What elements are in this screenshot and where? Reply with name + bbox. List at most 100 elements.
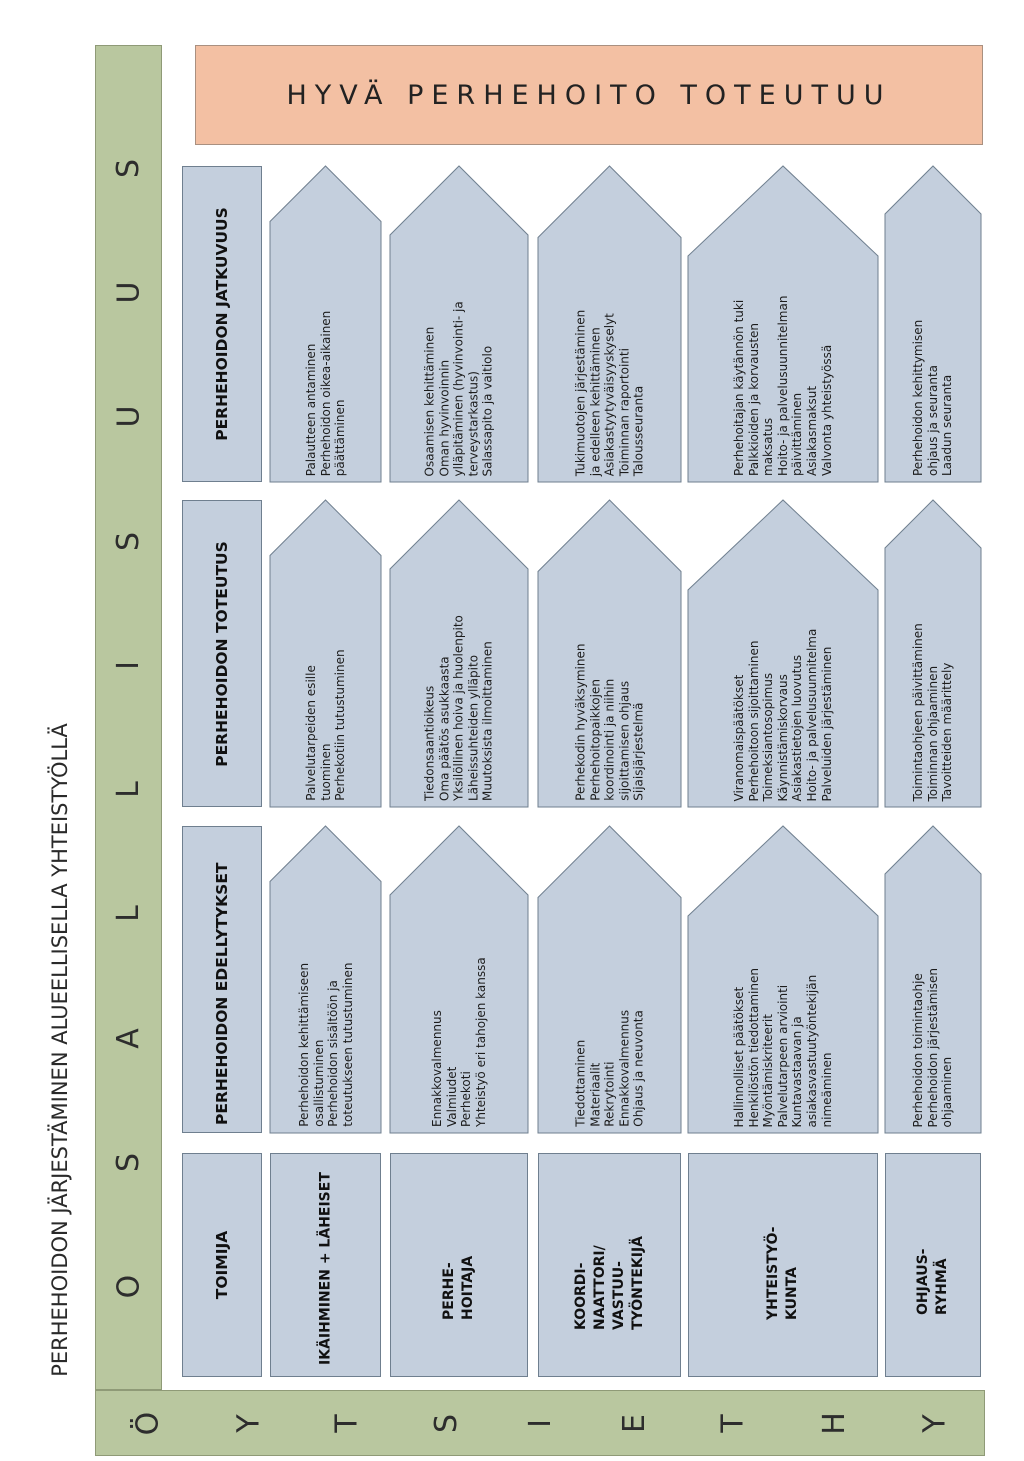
item-line: Käynnistämiskorvaus — [775, 673, 790, 801]
yhteistyo-letter: Y — [917, 1413, 953, 1433]
yhteistyo-letter: I — [523, 1418, 559, 1428]
arrow-shape — [687, 825, 879, 1134]
implementation-items: Tiedonsaantioikeus Oma päätös asukkaasta Y… — [423, 575, 496, 801]
actor-row-3: KOORDI- NAATTORI/ VASTUU- TYÖNTEKIJÄ — [538, 1153, 681, 1377]
item-line: Palkkioiden ja korvausten — [746, 322, 761, 476]
actor-label: PERHE- HOITAJA — [441, 1255, 476, 1320]
yhteistyo-letter: H — [816, 1411, 852, 1435]
continuity-cell: Perhehoitajan käytännön tuki Palkkioiden … — [687, 165, 879, 483]
prerequisites-items: Ennakkovalmennus Valmiudet Perhekoti Yhteis… — [430, 901, 488, 1127]
implementation-cell: Tiedonsaantioikeus Oma päätös asukkaasta Y… — [389, 499, 529, 808]
item-line: Palveluiden järjestäminen — [819, 646, 834, 801]
continuity-cell: Perhehoidon kehittymisen ohjaus ja seuran… — [884, 165, 982, 483]
item-line: Ennakkovalmennus — [429, 1010, 444, 1127]
osallisuus-letter: S — [110, 158, 146, 178]
item-line: sijoittamisen ohjaus — [616, 681, 631, 801]
implementation-items: Palvelutarpeiden esille tuominen Perhekoti… — [303, 562, 348, 801]
implementation-cell: Viranomaispäätökset Perhehoitoon sijoitta… — [687, 499, 879, 808]
item-line: Materiaalit — [587, 1062, 602, 1127]
item-line: koordinointi ja niihin — [602, 679, 617, 801]
item-line: Perhehoidon toimintaohje — [911, 972, 926, 1127]
actor-row-4: YHTEISTYÖ- KUNTA — [688, 1153, 878, 1377]
continuity-cell: Osaamisen kehittäminen Oman hyvinvoinnin y… — [389, 165, 529, 483]
osallisuus-letter: L — [111, 781, 146, 798]
osallisuus-letter: S — [110, 531, 146, 551]
goal-banner: HYVÄ PERHEHOITO TOTEUTUU — [195, 45, 983, 145]
item-line: Perhehoitajan käytännön tuki — [731, 299, 746, 476]
implementation-items: Toimintaohjeen päivittäminen Toiminnan oh… — [911, 554, 955, 801]
prerequisites-cell: Perhehoidon kehittämiseen osallistuminen P… — [269, 825, 382, 1134]
item-line: ylläpitäminen (hyvinvointi- ja — [451, 300, 466, 476]
item-line: Palvelutarpeiden esille — [303, 665, 318, 801]
item-line: Tukimuotojen järjestäminen — [573, 309, 588, 476]
item-line: Talousseuranta — [631, 385, 646, 476]
header-continuity: PERHEHOIDON JATKUVUUS — [182, 166, 262, 482]
item-line: Läheissuhteiden ylläpito — [466, 654, 481, 801]
header-prerequisites: PERHEHOIDON EDELLYTYKSET — [182, 826, 262, 1133]
page-title-wrap: PERHEHOIDON JÄRJESTÄMINEN ALUEELLISELLA … — [40, 690, 80, 1410]
yhteistyo-letter: E — [617, 1413, 653, 1433]
item-line: Toimeksiantosopimus — [761, 672, 776, 801]
actor-label: KOORDI- NAATTORI/ VASTUU- TYÖNTEKIJÄ — [572, 1235, 646, 1330]
arrow-shape — [687, 499, 879, 808]
item-line: osallistuminen — [310, 1039, 325, 1127]
item-line: Toiminnan raportointi — [616, 347, 631, 476]
actor-row-5: OHJAUS- RYHMÄ — [885, 1153, 981, 1377]
arrow-shape — [884, 499, 982, 808]
item-line: Tavoitteiden määrittely — [940, 662, 955, 801]
osallisuus-letter: U — [111, 281, 146, 304]
item-line: Ohjaus ja neuvonta — [631, 1010, 646, 1127]
item-line: ohjaus ja seuranta — [925, 365, 940, 476]
item-line: Asiakastyytyväisyyskyselyt — [602, 312, 617, 476]
item-line: Perhehoidon oikea-aikainen — [318, 310, 333, 476]
prerequisites-items: Perhehoidon kehittämiseen osallistuminen P… — [296, 888, 355, 1127]
actor-label: IKÄIHMINEN + LÄHEISET — [317, 1172, 333, 1365]
item-line: Perhehoitopaikkojen — [587, 679, 602, 801]
yhteistyo-letter: T — [330, 1413, 366, 1433]
item-line: Palautteen antaminen — [303, 343, 318, 476]
implementation-cell: Palvelutarpeiden esille tuominen Perhekoti… — [269, 499, 382, 808]
page-title: PERHEHOIDON JÄRJESTÄMINEN ALUEELLISELLA … — [48, 723, 72, 1377]
implementation-cell: Perhekodin hyväksyminen Perhehoitopaikkoj… — [537, 499, 682, 808]
item-line: Valvonta yhteistyössä — [819, 344, 834, 476]
continuity-items: Tukimuotojen järjestäminen ja edelleen ke… — [573, 244, 646, 476]
item-line: toteutukseen tutustuminen — [340, 962, 355, 1127]
header-actor: TOIMIJA — [182, 1153, 262, 1377]
yhteistyo-letter: Y — [231, 1413, 267, 1433]
item-line: ja edelleen kehittäminen — [587, 327, 602, 476]
item-line: Yksilöllinen hoiva ja huolenpito — [451, 615, 466, 801]
item-line: Myöntämiskriteerit — [761, 1013, 776, 1127]
actor-row-2: PERHE- HOITAJA — [390, 1153, 528, 1377]
arrow-shape — [537, 825, 682, 1134]
item-line: Perhehoitoon sijoittaminen — [746, 640, 761, 801]
header-implementation-label: PERHEHOIDON TOTEUTUS — [213, 540, 231, 767]
header-actor-label: TOIMIJA — [213, 1230, 231, 1300]
item-line: Yhteistyö eri tahojen kanssa — [473, 957, 488, 1127]
item-line: nimeäminen — [819, 1052, 834, 1127]
item-line: Toiminnan ohjaaminen — [925, 665, 940, 801]
osallisuus-letter: I — [110, 660, 146, 670]
item-line: tuominen — [318, 743, 333, 801]
item-line: Rekrytointi — [602, 1061, 617, 1127]
item-line: Henkilöstön tiedottaminen — [746, 967, 761, 1127]
arrow-shape — [269, 499, 382, 808]
continuity-items: Perhehoidon kehittymisen ohjaus ja seuran… — [911, 220, 955, 476]
implementation-cell: Toimintaohjeen päivittäminen Toiminnan oh… — [884, 499, 982, 808]
item-line: Tiedottaminen — [573, 1039, 588, 1127]
item-line: päivittäminen — [790, 392, 805, 476]
item-line: Oman hyvinvoinnin — [437, 359, 452, 476]
osallisuus-letter: U — [111, 405, 146, 428]
item-line: Hoito- ja palvelusuunnitelma — [804, 628, 819, 801]
arrow-shape — [389, 165, 529, 483]
item-line: Valmiudet — [444, 1066, 459, 1127]
item-line: maksatus — [761, 417, 776, 476]
header-continuity-label: PERHEHOIDON JATKUVUUS — [213, 207, 231, 441]
prerequisites-items: Hallinnolliset päätökset Henkilöstön tied… — [732, 922, 834, 1127]
osallisuus-letter: L — [111, 905, 146, 923]
continuity-items: Palautteen antaminen Perhehoidon oikea-ai… — [303, 228, 348, 476]
item-line: Asiakastietojen luovutus — [790, 654, 805, 801]
actor-label: YHTEISTYÖ- KUNTA — [765, 1226, 800, 1320]
item-line: Kuntavastaavan ja — [790, 1015, 805, 1127]
arrow-shape — [537, 499, 682, 808]
